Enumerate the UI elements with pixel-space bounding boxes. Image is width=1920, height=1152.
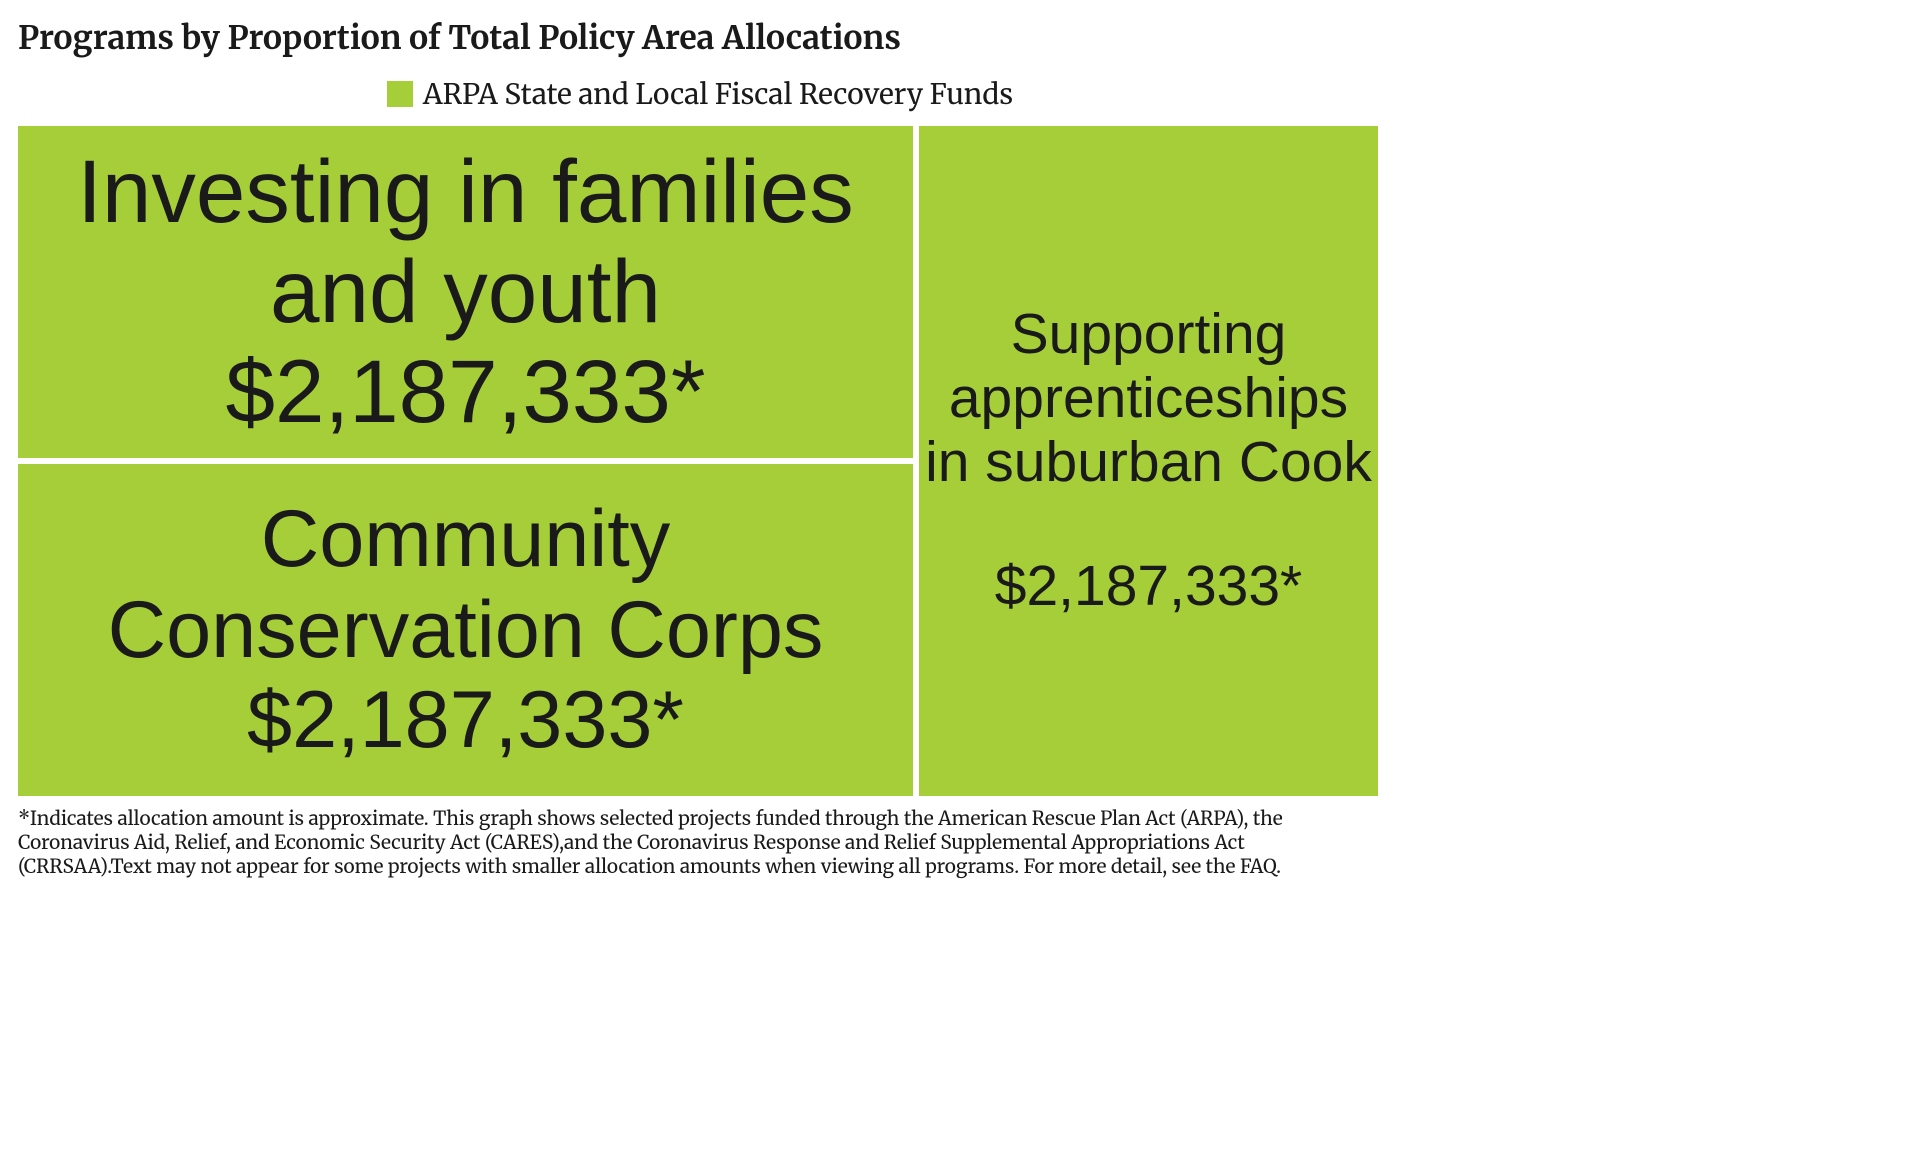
treemap-tile: Supporting apprenticeships in suburban C… bbox=[919, 126, 1378, 796]
tile-value: $2,187,333* bbox=[995, 555, 1302, 619]
treemap-tile: Investing in families and youth $2,187,3… bbox=[18, 126, 913, 458]
tile-name: Supporting apprenticeships in suburban C… bbox=[919, 303, 1378, 494]
tile-name: Community Conservation Corps bbox=[18, 494, 913, 675]
legend: ARPA State and Local Fiscal Recovery Fun… bbox=[18, 76, 1382, 112]
tile-value: $2,187,333* bbox=[247, 675, 684, 766]
treemap: Investing in families and youth $2,187,3… bbox=[18, 126, 1382, 796]
treemap-tile: Community Conservation Corps $2,187,333* bbox=[18, 464, 913, 796]
legend-label: ARPA State and Local Fiscal Recovery Fun… bbox=[423, 76, 1013, 112]
legend-swatch bbox=[387, 81, 413, 107]
tile-value: $2,187,333* bbox=[225, 342, 705, 442]
treemap-left-column: Investing in families and youth $2,187,3… bbox=[18, 126, 913, 796]
tile-name: Investing in families and youth bbox=[18, 142, 913, 341]
chart-title: Programs by Proportion of Total Policy A… bbox=[18, 18, 1382, 58]
footnote: *Indicates allocation amount is approxim… bbox=[18, 808, 1378, 879]
